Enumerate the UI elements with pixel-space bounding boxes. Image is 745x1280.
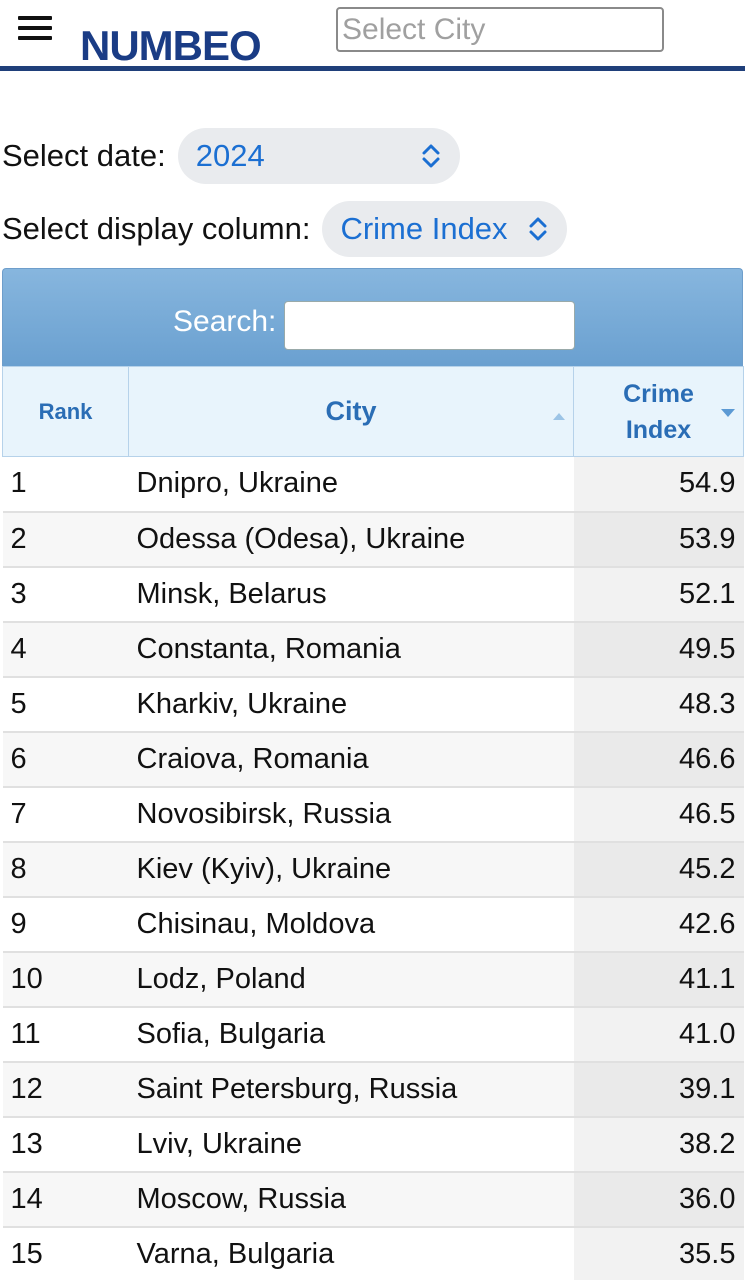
table-row: 2 Odessa (Odesa), Ukraine 53.9 xyxy=(2,511,744,568)
row-crime-index: 41.1 xyxy=(573,951,744,1008)
sort-asc-icon xyxy=(553,413,565,420)
row-rank: 3 xyxy=(2,566,129,623)
row-crime-index: 36.0 xyxy=(573,1171,744,1228)
date-selector-row: Select date: 2024 xyxy=(2,128,460,184)
row-rank: 1 xyxy=(2,456,129,513)
row-crime-index: 45.2 xyxy=(573,841,744,898)
table-row: 12 Saint Petersburg, Russia 39.1 xyxy=(2,1061,744,1118)
display-column-value: Crime Index xyxy=(340,211,508,246)
select-city-input[interactable] xyxy=(336,7,664,52)
table-search-bar: Search: xyxy=(2,268,743,366)
row-rank: 10 xyxy=(2,951,129,1008)
chevron-up-down-icon xyxy=(529,217,547,241)
row-rank: 12 xyxy=(2,1061,129,1118)
row-crime-index: 53.9 xyxy=(573,511,744,568)
row-rank: 4 xyxy=(2,621,129,678)
row-city: Lodz, Poland xyxy=(128,951,574,1008)
menu-icon[interactable] xyxy=(18,16,52,42)
row-crime-index: 35.5 xyxy=(573,1226,744,1280)
row-city: Lviv, Ukraine xyxy=(128,1116,574,1173)
row-city: Varna, Bulgaria xyxy=(128,1226,574,1280)
row-city: Dnipro, Ukraine xyxy=(128,456,574,513)
row-crime-index: 41.0 xyxy=(573,1006,744,1063)
table-row: 8 Kiev (Kyiv), Ukraine 45.2 xyxy=(2,841,744,898)
column-header-crime-index[interactable]: Crime Index xyxy=(573,366,744,457)
chevron-up-down-icon xyxy=(422,144,440,168)
column-header-city[interactable]: City xyxy=(128,366,574,457)
row-rank: 6 xyxy=(2,731,129,788)
row-city: Novosibirsk, Russia xyxy=(128,786,574,843)
table-header-row: Rank City Crime Index xyxy=(2,366,744,457)
row-rank: 13 xyxy=(2,1116,129,1173)
row-crime-index: 54.9 xyxy=(573,456,744,513)
row-city: Sofia, Bulgaria xyxy=(128,1006,574,1063)
row-crime-index: 48.3 xyxy=(573,676,744,733)
crime-index-table: Rank City Crime Index 1 Dnipro, Ukraine 54… xyxy=(2,366,744,1280)
row-rank: 5 xyxy=(2,676,129,733)
header-divider xyxy=(0,66,745,71)
table-row: 3 Minsk, Belarus 52.1 xyxy=(2,566,744,623)
numbeo-logo[interactable]: NUMBEO xyxy=(80,22,262,69)
display-column-select[interactable]: Crime Index xyxy=(322,201,568,257)
table-row: 15 Varna, Bulgaria 35.5 xyxy=(2,1226,744,1280)
row-rank: 9 xyxy=(2,896,129,953)
row-city: Odessa (Odesa), Ukraine xyxy=(128,511,574,568)
row-rank: 2 xyxy=(2,511,129,568)
row-crime-index: 39.1 xyxy=(573,1061,744,1118)
row-crime-index: 46.6 xyxy=(573,731,744,788)
search-label: Search: xyxy=(173,305,277,338)
row-city: Kiev (Kyiv), Ukraine xyxy=(128,841,574,898)
row-crime-index: 49.5 xyxy=(573,621,744,678)
row-city: Chisinau, Moldova xyxy=(128,896,574,953)
sort-desc-icon xyxy=(721,409,735,417)
row-city: Constanta, Romania xyxy=(128,621,574,678)
row-rank: 14 xyxy=(2,1171,129,1228)
table-search-input[interactable] xyxy=(284,301,575,350)
table-row: 5 Kharkiv, Ukraine 48.3 xyxy=(2,676,744,733)
row-crime-index: 46.5 xyxy=(573,786,744,843)
select-column-label: Select display column: xyxy=(2,211,311,246)
row-rank: 11 xyxy=(2,1006,129,1063)
table-row: 4 Constanta, Romania 49.5 xyxy=(2,621,744,678)
row-city: Craiova, Romania xyxy=(128,731,574,788)
table-row: 10 Lodz, Poland 41.1 xyxy=(2,951,744,1008)
row-city: Kharkiv, Ukraine xyxy=(128,676,574,733)
table-row: 6 Craiova, Romania 46.6 xyxy=(2,731,744,788)
table-row: 1 Dnipro, Ukraine 54.9 xyxy=(2,456,744,513)
table-row: 7 Novosibirsk, Russia 46.5 xyxy=(2,786,744,843)
row-rank: 15 xyxy=(2,1226,129,1280)
table-row: 14 Moscow, Russia 36.0 xyxy=(2,1171,744,1228)
row-crime-index: 38.2 xyxy=(573,1116,744,1173)
row-crime-index: 52.1 xyxy=(573,566,744,623)
row-city: Moscow, Russia xyxy=(128,1171,574,1228)
table-row: 11 Sofia, Bulgaria 41.0 xyxy=(2,1006,744,1063)
city-header-label: City xyxy=(325,396,377,426)
row-rank: 7 xyxy=(2,786,129,843)
row-city: Minsk, Belarus xyxy=(128,566,574,623)
row-crime-index: 42.6 xyxy=(573,896,744,953)
select-date-label: Select date: xyxy=(2,138,166,173)
crime-header-line2: Index xyxy=(625,415,692,444)
column-header-rank[interactable]: Rank xyxy=(2,366,129,457)
column-selector-row: Select display column: Crime Index xyxy=(2,201,568,257)
crime-header-line1: Crime xyxy=(623,379,694,408)
row-city: Saint Petersburg, Russia xyxy=(128,1061,574,1118)
date-select[interactable]: 2024 xyxy=(177,128,460,184)
table-row: 13 Lviv, Ukraine 38.2 xyxy=(2,1116,744,1173)
ranking-table-container: Search: Rank City Crime Index 1 Dnipro, U… xyxy=(2,268,744,1280)
site-header: NUMBEO xyxy=(0,0,745,72)
rank-header-label: Rank xyxy=(38,398,93,424)
table-row: 9 Chisinau, Moldova 42.6 xyxy=(2,896,744,953)
row-rank: 8 xyxy=(2,841,129,898)
date-select-value: 2024 xyxy=(195,138,265,173)
